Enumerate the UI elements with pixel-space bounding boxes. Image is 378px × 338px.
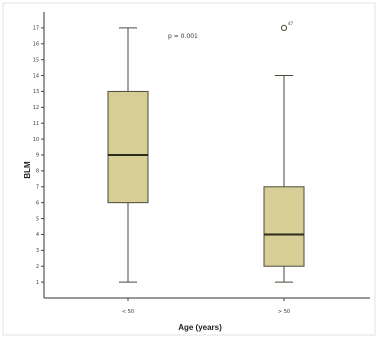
y-tick-label: 14: [33, 73, 39, 79]
y-tick-label: 17: [33, 26, 39, 32]
outlier-label: 47: [288, 21, 294, 26]
y-axis-title: BLM: [23, 161, 32, 179]
y-tick-label: 5: [36, 216, 39, 222]
outlier-point: [280, 24, 288, 31]
y-tick-label: 9: [36, 153, 39, 159]
y-tick-label: 4: [36, 232, 39, 238]
y-tick-label: 16: [33, 41, 39, 47]
iqr-box: [107, 90, 149, 204]
y-tick-label: 11: [33, 121, 39, 127]
y-tick-label: 8: [36, 169, 39, 175]
y-tick-label: 2: [36, 264, 39, 270]
y-tick-label: 10: [33, 137, 39, 143]
y-tick-label: 1: [36, 280, 39, 286]
iqr-box: [263, 186, 305, 267]
y-tick-label: 6: [36, 200, 39, 206]
x-axis-title: Age (years): [178, 323, 222, 332]
x-tick-label: < 50: [122, 309, 134, 315]
y-tick-label: 15: [33, 57, 39, 63]
y-tick-label: 13: [33, 89, 39, 95]
y-tick-label: 12: [33, 105, 39, 111]
y-tick-label: 3: [36, 248, 39, 254]
y-tick-label: 7: [36, 184, 39, 190]
x-tick-label: > 50: [278, 309, 290, 315]
p-value-annotation: p = 0.001: [168, 33, 198, 40]
outer-frame: [2, 2, 376, 336]
